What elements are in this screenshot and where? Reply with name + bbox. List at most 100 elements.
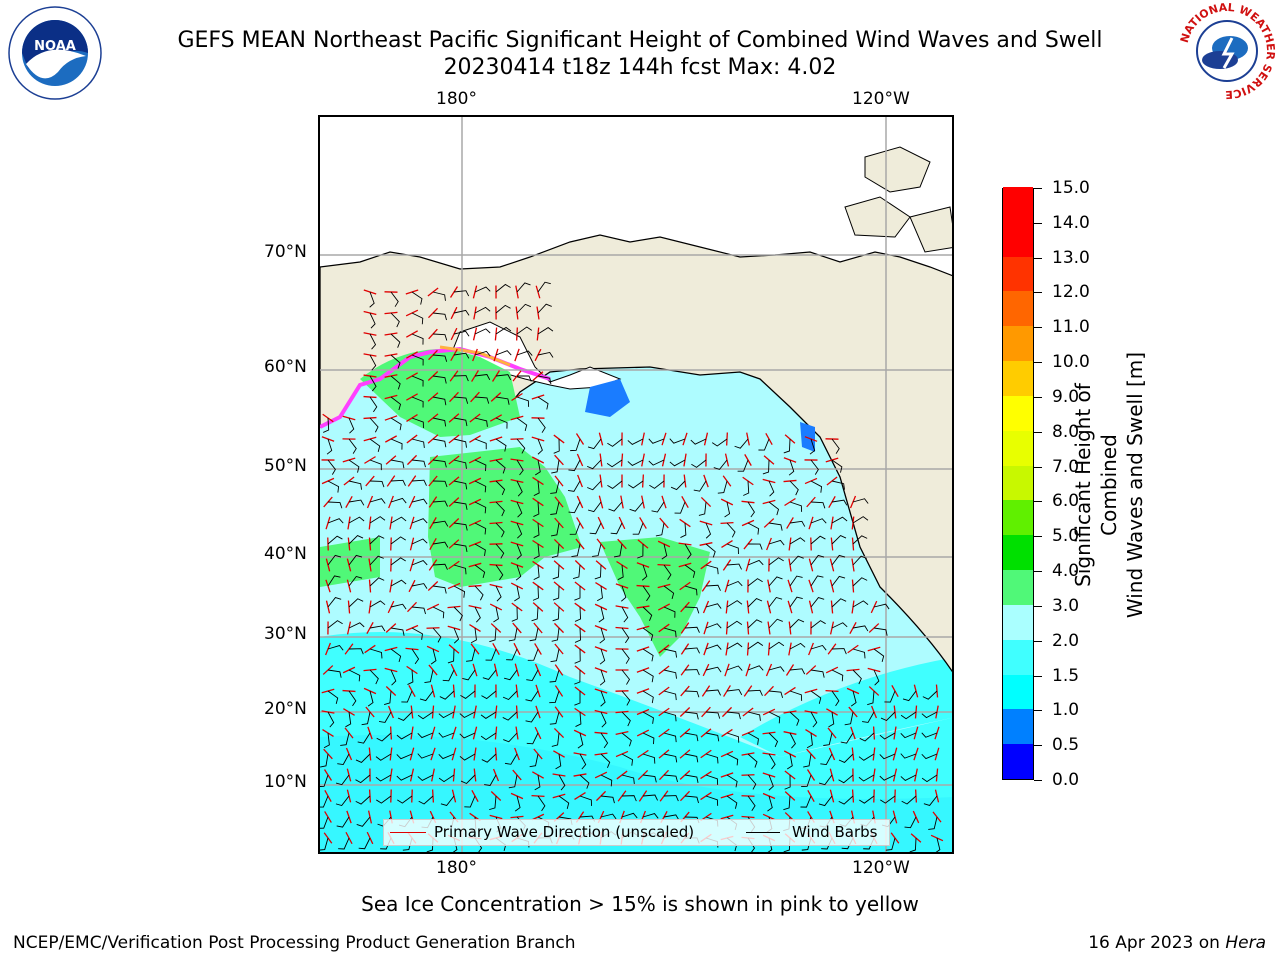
wind-barb <box>768 690 784 699</box>
map-legend: Primary Wave Direction (unscaled) Wind B… <box>383 819 890 846</box>
wind-barb <box>390 459 405 469</box>
wind-barb <box>852 625 869 632</box>
wave-direction-arrow <box>321 710 335 714</box>
wind-barb <box>438 711 455 719</box>
colorbar-segment <box>1003 674 1033 710</box>
wind-barb <box>534 459 541 476</box>
wind-barb <box>600 690 606 707</box>
wind-barb <box>320 816 329 829</box>
wind-barb <box>789 480 799 496</box>
legend-wind-swatch <box>746 832 780 833</box>
wind-barb <box>599 669 606 686</box>
wind-barb <box>684 543 692 560</box>
wind-barb <box>453 522 468 531</box>
wind-barb <box>516 522 523 539</box>
wind-barb <box>553 438 560 454</box>
colorbar-tick-mark <box>1034 605 1042 607</box>
wind-barb <box>390 333 401 348</box>
wind-barb <box>516 480 523 497</box>
wind-barb <box>411 291 423 305</box>
wind-barb <box>474 501 487 514</box>
wind-barb <box>537 375 552 385</box>
wind-barb <box>705 666 722 673</box>
wind-barb <box>495 543 505 559</box>
wind-barb <box>348 598 364 608</box>
wind-barb <box>587 501 602 513</box>
colorbar-tick-label: 15.0 <box>1052 178 1090 198</box>
wind-barb <box>705 732 720 742</box>
colorbar-tick-label: 5.0 <box>1052 526 1080 547</box>
wind-barb <box>684 585 698 596</box>
wind-barb <box>390 516 407 524</box>
wind-barb <box>369 438 381 452</box>
wind-barb <box>453 627 460 644</box>
wind-barb <box>432 375 447 384</box>
wind-barb <box>369 498 386 504</box>
wind-barb <box>684 647 701 654</box>
wind-barb <box>663 711 677 722</box>
wind-barb <box>726 689 743 696</box>
colorbar <box>1002 186 1034 780</box>
wind-barb <box>493 606 499 623</box>
wind-barb <box>789 690 803 701</box>
wind-barb <box>600 753 611 768</box>
wind-barb <box>390 396 402 411</box>
wind-barb <box>369 669 379 685</box>
wind-barb <box>485 648 497 661</box>
wind-barb <box>348 669 361 682</box>
wind-barb <box>369 417 379 433</box>
wind-barb <box>831 669 844 682</box>
noaa-logo-text: NOAA <box>34 39 76 54</box>
wind-barb <box>495 326 512 335</box>
legend-wind-label: Wind Barbs <box>792 823 878 841</box>
wind-barb <box>495 283 511 293</box>
wind-barb <box>587 438 602 450</box>
wind-barb <box>596 585 603 602</box>
wind-barb <box>432 438 447 448</box>
colorbar-tick-label: 10.0 <box>1052 352 1090 373</box>
wind-barb <box>684 669 700 676</box>
wind-barb <box>873 648 885 663</box>
wind-barb <box>726 580 743 587</box>
wind-barb <box>495 501 505 517</box>
wind-barb <box>705 795 719 806</box>
colorbar-tick-label: 7.0 <box>1052 456 1080 477</box>
wind-barb <box>885 837 896 851</box>
wind-barb <box>690 438 707 445</box>
wind-barb <box>390 648 402 663</box>
colorbar-tick-mark <box>1034 466 1042 468</box>
wind-barb <box>411 627 423 640</box>
wind-barb <box>390 375 401 390</box>
wind-barb <box>579 753 587 770</box>
wind-barb <box>516 326 533 335</box>
wind-barb <box>726 543 739 555</box>
wind-barb <box>783 438 791 454</box>
colorbar-segment <box>1003 604 1033 640</box>
wind-barb <box>369 396 378 413</box>
wave-zone-west <box>320 537 380 587</box>
wind-barb <box>537 303 552 314</box>
wave-direction-arrow <box>826 708 838 716</box>
wind-barb <box>783 795 791 811</box>
wind-barb <box>587 480 602 491</box>
wind-barb <box>684 732 699 742</box>
wind-barb <box>592 543 602 557</box>
wind-barb <box>376 795 392 804</box>
colorbar-tick-label: 14.0 <box>1052 212 1090 233</box>
wind-barb <box>921 753 938 760</box>
wind-barb <box>474 459 487 472</box>
wind-barb <box>642 606 653 621</box>
wind-barb <box>831 459 843 473</box>
wind-barb <box>396 774 413 781</box>
wind-barb <box>674 501 686 514</box>
wind-barb <box>663 585 675 600</box>
wind-barb <box>533 522 540 538</box>
wind-barb <box>345 711 352 728</box>
wind-barb <box>789 618 805 629</box>
colorbar-tick-mark <box>1034 222 1042 224</box>
wind-barb <box>713 459 728 470</box>
wind-barb <box>367 690 374 707</box>
wind-barb <box>481 753 497 763</box>
wind-barb <box>663 732 677 743</box>
wind-barb <box>356 816 371 827</box>
